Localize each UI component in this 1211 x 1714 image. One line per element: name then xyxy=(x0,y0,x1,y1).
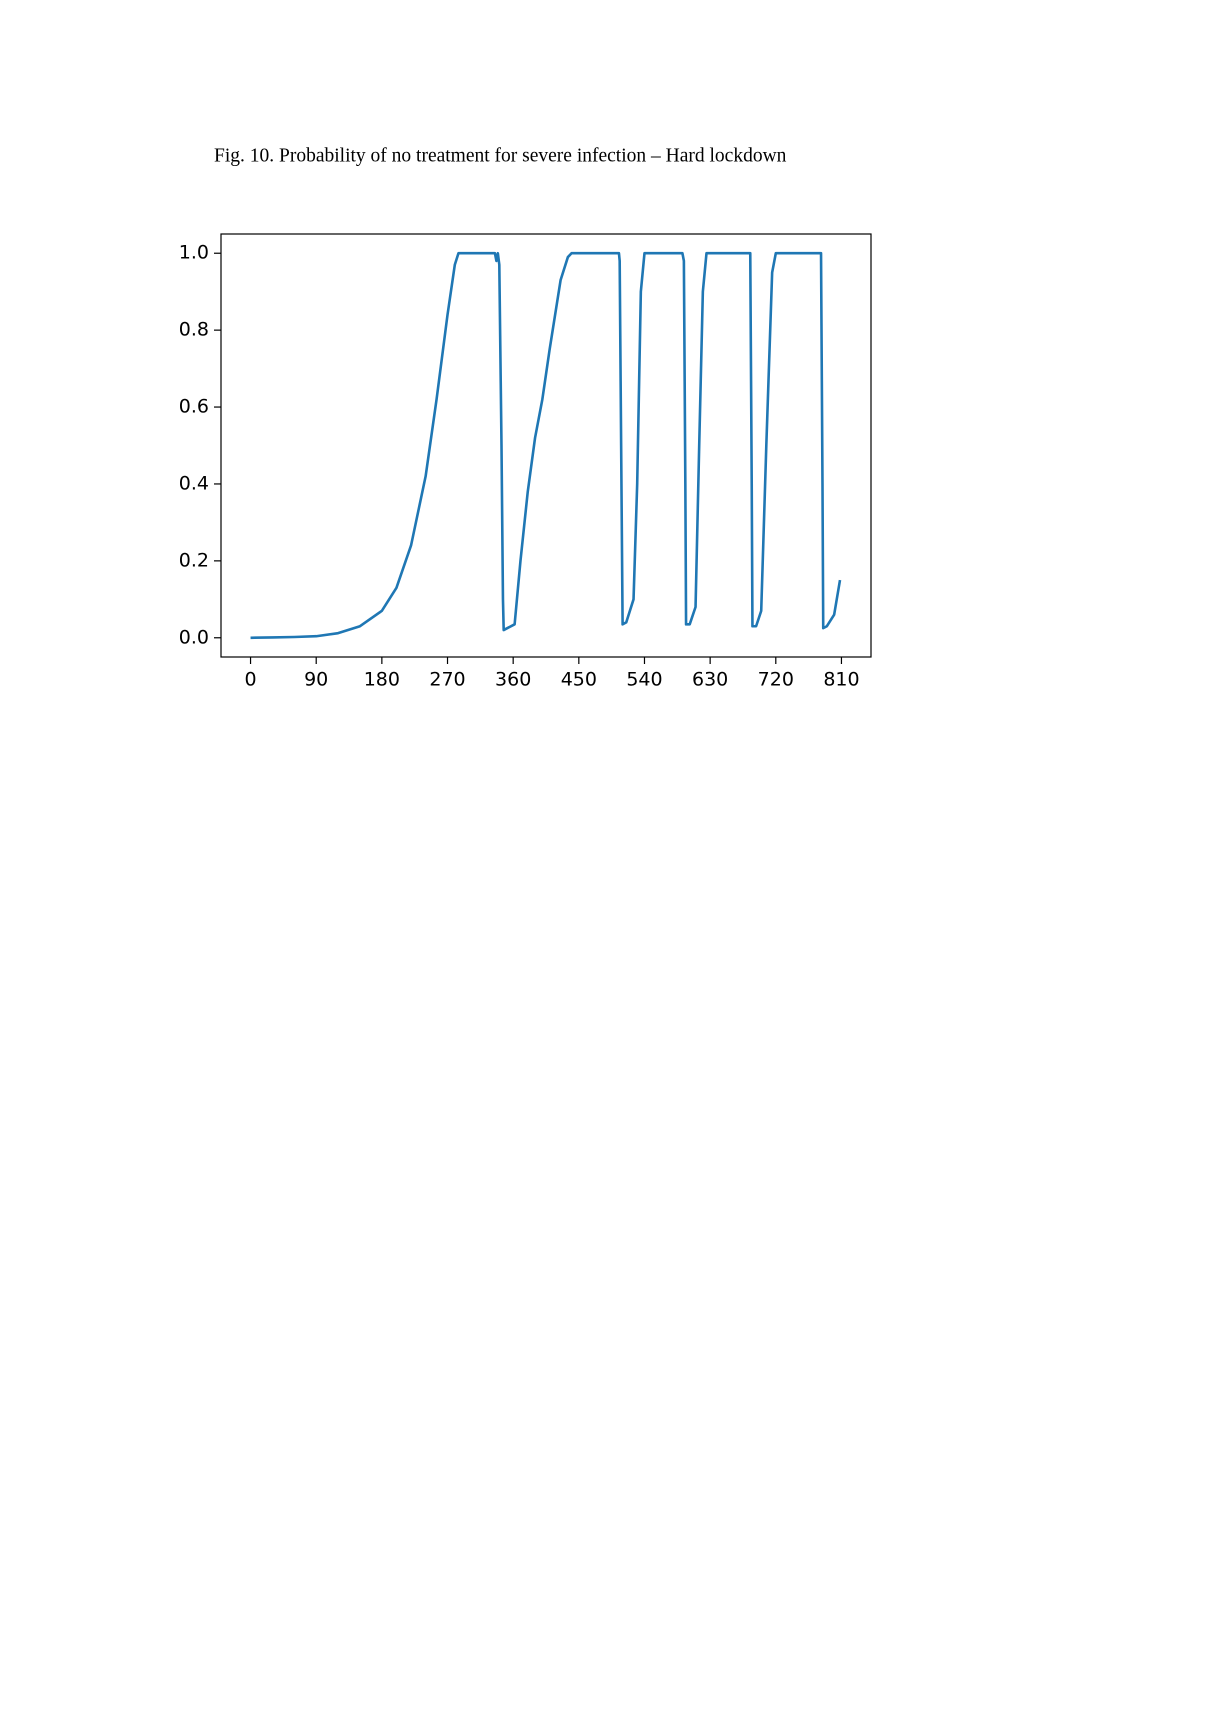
x-tick-label: 810 xyxy=(823,669,859,691)
x-tick-label: 630 xyxy=(692,669,728,691)
data-line xyxy=(250,251,842,640)
plot-frame xyxy=(220,233,872,658)
y-tick-label: 0.6 xyxy=(179,396,209,418)
x-tick-label: 360 xyxy=(495,669,531,691)
x-tick-label: 180 xyxy=(364,669,400,691)
x-tick-label: 0 xyxy=(244,669,256,691)
x-tick-label: 270 xyxy=(429,669,465,691)
y-tick-label: 0.0 xyxy=(179,626,209,648)
y-tick-label: 1.0 xyxy=(179,242,209,264)
y-tick-label: 0.2 xyxy=(179,549,209,571)
x-tick-label: 540 xyxy=(626,669,662,691)
y-tick-label: 0.8 xyxy=(179,319,209,341)
x-tick-label: 450 xyxy=(561,669,597,691)
figure-caption: Fig. 10. Probability of no treatment for… xyxy=(214,145,787,166)
x-tick-label: 90 xyxy=(304,669,328,691)
y-tick-label: 0.4 xyxy=(179,472,209,494)
x-tick-label: 720 xyxy=(758,669,794,691)
